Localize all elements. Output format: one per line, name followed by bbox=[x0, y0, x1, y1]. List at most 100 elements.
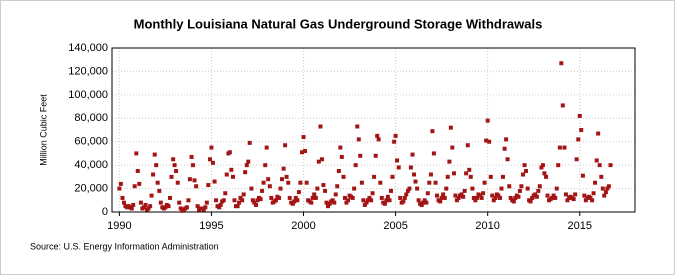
point bbox=[168, 195, 173, 200]
point bbox=[143, 202, 148, 207]
point bbox=[252, 200, 257, 205]
point bbox=[594, 158, 599, 163]
point bbox=[358, 153, 363, 158]
point bbox=[593, 180, 598, 185]
point bbox=[229, 167, 234, 172]
point bbox=[395, 158, 400, 163]
point bbox=[582, 193, 587, 198]
point bbox=[237, 200, 242, 205]
point bbox=[498, 195, 503, 200]
chart-title: Monthly Louisiana Natural Gas Undergroun… bbox=[134, 16, 543, 31]
point bbox=[298, 180, 303, 185]
point bbox=[149, 193, 154, 198]
point bbox=[210, 160, 215, 165]
x-tick-label: 2005 bbox=[383, 220, 407, 232]
point bbox=[157, 188, 162, 193]
point bbox=[511, 199, 516, 204]
point bbox=[550, 195, 555, 200]
point bbox=[482, 180, 487, 185]
point bbox=[263, 163, 268, 168]
y-tick-label: 140,000 bbox=[68, 42, 108, 54]
point bbox=[544, 174, 549, 179]
point bbox=[319, 157, 324, 162]
point bbox=[293, 195, 298, 200]
point bbox=[235, 204, 240, 209]
point bbox=[401, 199, 406, 204]
point bbox=[151, 172, 156, 177]
point bbox=[574, 157, 579, 162]
point bbox=[163, 205, 168, 210]
point bbox=[141, 205, 146, 210]
point bbox=[346, 198, 351, 203]
point bbox=[324, 200, 329, 205]
point bbox=[266, 177, 271, 182]
point bbox=[121, 200, 126, 205]
point bbox=[542, 171, 547, 176]
point bbox=[171, 157, 176, 162]
point bbox=[470, 186, 475, 191]
point bbox=[186, 198, 191, 203]
point bbox=[148, 204, 153, 209]
point bbox=[388, 188, 393, 193]
point bbox=[528, 199, 533, 204]
point bbox=[332, 200, 337, 205]
point bbox=[522, 163, 527, 168]
point bbox=[442, 195, 447, 200]
point bbox=[507, 184, 512, 189]
point bbox=[387, 198, 392, 203]
point bbox=[557, 145, 562, 150]
point bbox=[577, 113, 582, 118]
point bbox=[206, 183, 211, 188]
point bbox=[352, 186, 357, 191]
point bbox=[579, 128, 584, 132]
point bbox=[421, 200, 426, 205]
x-tick-label: 2000 bbox=[291, 220, 315, 232]
point bbox=[203, 205, 208, 210]
point bbox=[525, 186, 530, 191]
point bbox=[496, 193, 501, 198]
point bbox=[600, 186, 605, 191]
point bbox=[407, 186, 412, 191]
point bbox=[425, 191, 430, 196]
point bbox=[260, 188, 265, 193]
point bbox=[221, 198, 226, 203]
point bbox=[135, 169, 140, 173]
point bbox=[254, 202, 259, 207]
point bbox=[131, 202, 136, 207]
y-tick-label: 60,000 bbox=[74, 136, 108, 148]
point bbox=[467, 167, 472, 172]
point bbox=[238, 195, 243, 200]
point bbox=[597, 163, 602, 168]
point bbox=[513, 195, 518, 200]
point bbox=[481, 191, 486, 196]
point bbox=[461, 194, 466, 199]
point bbox=[137, 181, 142, 186]
point bbox=[450, 145, 455, 150]
point bbox=[191, 163, 196, 168]
y-tick-label: 40,000 bbox=[74, 159, 108, 171]
point bbox=[376, 137, 381, 142]
point bbox=[189, 154, 194, 159]
point bbox=[553, 195, 558, 200]
point bbox=[398, 195, 403, 200]
point bbox=[441, 192, 446, 197]
point bbox=[402, 195, 407, 200]
point bbox=[281, 166, 286, 171]
y-tick-label: 0 bbox=[102, 206, 108, 218]
point bbox=[438, 199, 443, 204]
point bbox=[500, 174, 505, 179]
point bbox=[551, 193, 556, 198]
point bbox=[516, 194, 521, 199]
source: Source: U.S. Energy Information Administ… bbox=[30, 241, 219, 251]
point bbox=[192, 178, 197, 183]
point bbox=[313, 195, 318, 200]
point bbox=[154, 163, 159, 168]
point bbox=[565, 198, 570, 203]
point bbox=[474, 195, 479, 200]
point bbox=[295, 198, 300, 203]
point bbox=[296, 190, 301, 195]
point bbox=[284, 174, 289, 179]
point bbox=[382, 201, 387, 206]
point bbox=[479, 195, 484, 200]
point bbox=[286, 180, 291, 185]
